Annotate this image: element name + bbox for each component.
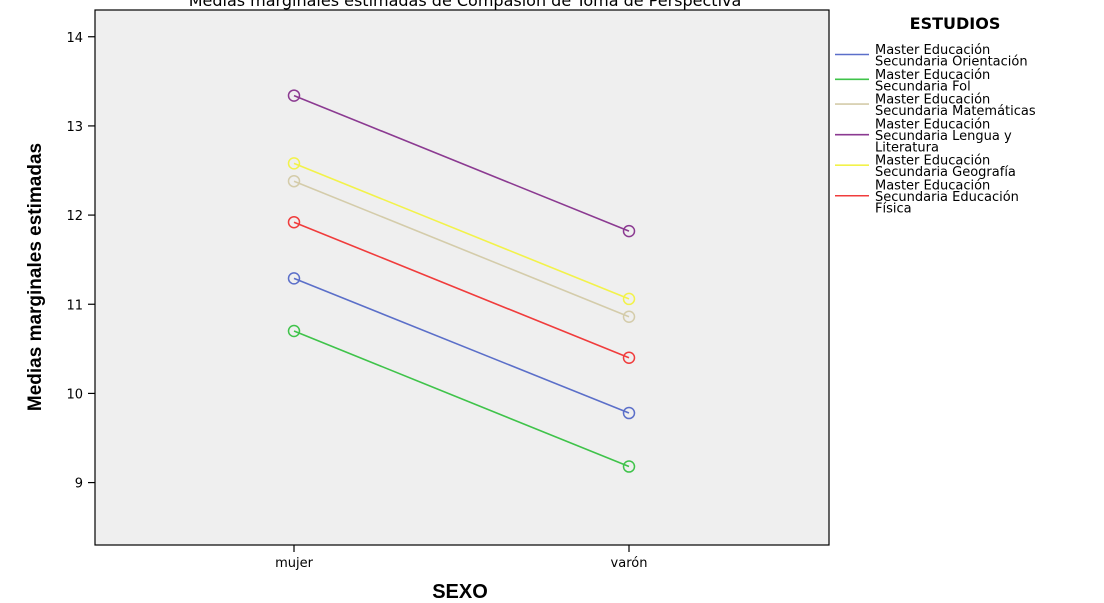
y-tick-label: 11 bbox=[66, 298, 83, 313]
y-tick-label: 9 bbox=[75, 477, 83, 492]
data-point-marker bbox=[622, 224, 636, 238]
y-axis-title: Medias marginales estimadas bbox=[25, 143, 46, 411]
legend-label: Master Educación Secundaria Educación Físi… bbox=[875, 179, 1019, 217]
y-tick-label: 12 bbox=[66, 209, 83, 224]
series-line bbox=[293, 277, 630, 414]
data-point-marker bbox=[622, 406, 636, 420]
data-point-marker bbox=[622, 460, 636, 473]
series-group bbox=[287, 89, 636, 238]
legend-label: Master Educación Secundaria Fol bbox=[875, 68, 990, 95]
legend: ESTUDIOS Master Educación Secundaria Orie… bbox=[835, 14, 1036, 217]
series-group bbox=[287, 324, 636, 473]
data-point-marker bbox=[622, 351, 636, 364]
data-point-marker bbox=[622, 310, 636, 323]
series-layer bbox=[287, 89, 636, 473]
data-point-marker bbox=[287, 157, 301, 170]
series-line bbox=[293, 94, 630, 232]
y-tick-label: 13 bbox=[66, 120, 83, 135]
y-axis: 9 10 11 12 13 14 bbox=[66, 31, 95, 492]
data-point-marker bbox=[287, 89, 301, 102]
data-point-marker bbox=[287, 174, 301, 188]
legend-label: Master Educación Secundaria Matemáticas bbox=[875, 93, 1036, 120]
data-point-marker bbox=[287, 215, 301, 229]
legend-label: Master Educación Secundaria Orientación bbox=[875, 43, 1028, 70]
series-line bbox=[293, 180, 630, 318]
series-group bbox=[287, 157, 636, 306]
x-axis: mujer varón bbox=[275, 545, 647, 571]
legend-title: ESTUDIOS bbox=[910, 14, 1001, 33]
x-axis-title: SEXO bbox=[432, 581, 488, 603]
data-point-marker bbox=[287, 324, 301, 338]
data-point-marker bbox=[287, 272, 301, 285]
series-group bbox=[287, 272, 636, 420]
series-line bbox=[293, 330, 630, 468]
legend-label: Master Educación Secundaria Lengua y Liter… bbox=[875, 117, 1012, 155]
series-group bbox=[287, 215, 636, 364]
data-point-marker bbox=[622, 292, 636, 306]
plot-area bbox=[94, 9, 830, 546]
y-tick-label: 10 bbox=[66, 387, 83, 402]
x-tick-label: mujer bbox=[275, 556, 314, 571]
chart-title: Medias marginales estimadas de Compasión… bbox=[189, 0, 742, 10]
series-line bbox=[293, 221, 630, 359]
series-group bbox=[287, 174, 636, 323]
series-line bbox=[293, 162, 630, 300]
x-tick-label: varón bbox=[611, 556, 648, 571]
legend-label: Master Educación Secundaria Geografía bbox=[875, 154, 1016, 181]
y-tick-label: 14 bbox=[66, 31, 83, 46]
